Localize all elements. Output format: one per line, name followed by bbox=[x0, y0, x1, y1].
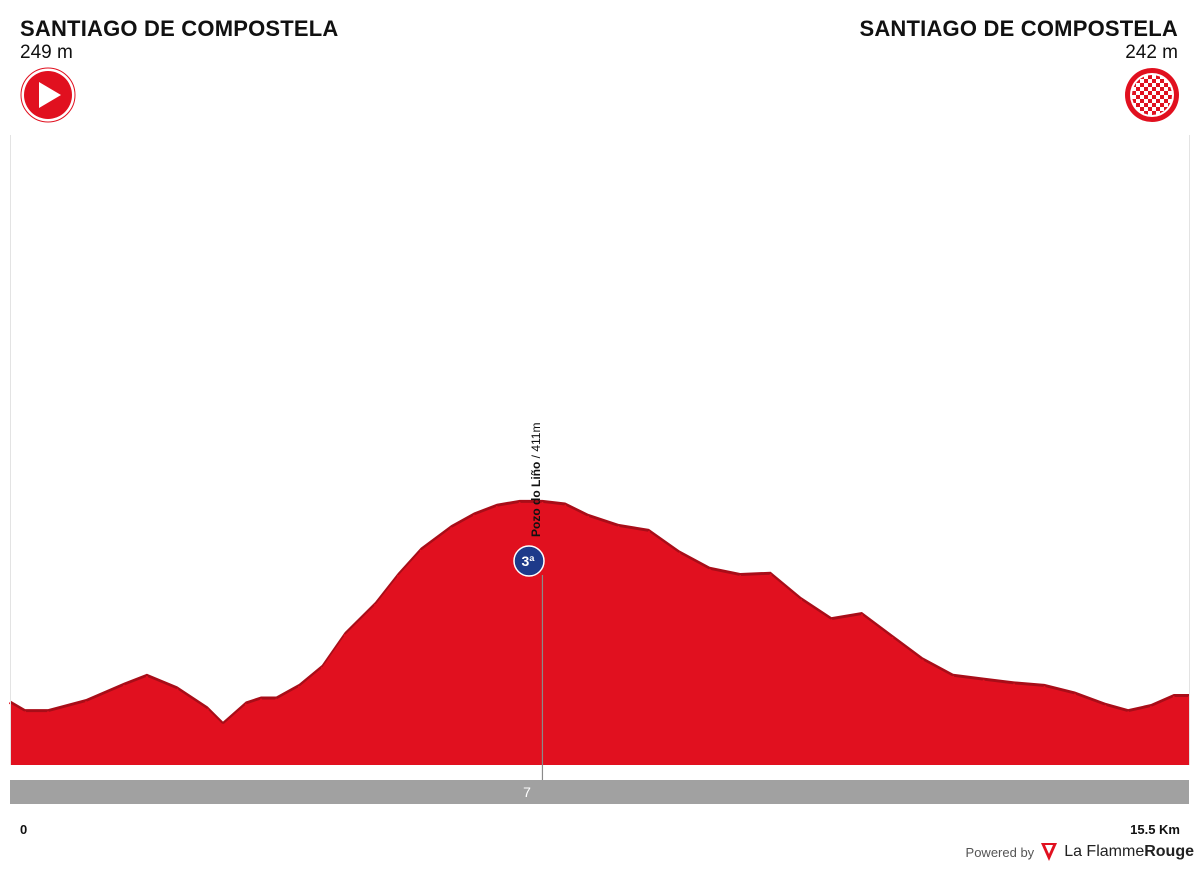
elevation-point-16 bbox=[396, 575, 399, 577]
axis-end-label: 15.5 Km bbox=[1130, 822, 1180, 837]
elevation-point-43 bbox=[1149, 706, 1152, 709]
checkered-finish-flag-icon bbox=[1125, 68, 1179, 122]
elevation-point-31 bbox=[800, 598, 803, 601]
elevation-point-19 bbox=[472, 514, 475, 517]
elevation-point-4 bbox=[123, 684, 126, 687]
elevation-point-42 bbox=[1127, 711, 1130, 714]
climb-label: Pozo do Liño / 411m bbox=[529, 423, 543, 537]
elevation-point-30 bbox=[769, 573, 772, 576]
brand-name: La FlammeRouge bbox=[1064, 843, 1194, 861]
elevation-point-26 bbox=[647, 530, 650, 533]
elevation-point-14 bbox=[343, 634, 346, 637]
elevation-point-5 bbox=[145, 675, 148, 678]
elevation-point-20 bbox=[495, 505, 498, 508]
elevation-point-36 bbox=[952, 675, 955, 678]
elevation-point-23 bbox=[564, 504, 567, 507]
elevation-point-28 bbox=[708, 568, 711, 571]
finish-city: SANTIAGO DE COMPOSTELA bbox=[859, 16, 1178, 41]
start-altitude: 249 m bbox=[20, 42, 73, 63]
elevation-profile-area bbox=[10, 502, 1189, 765]
elevation-point-37 bbox=[982, 679, 985, 682]
axis-bar bbox=[10, 780, 1189, 804]
climb-name: Pozo do Liño bbox=[529, 461, 543, 537]
flame-rouge-logo-icon bbox=[1041, 843, 1058, 861]
category-3-climb-icon: 3ª bbox=[513, 545, 545, 577]
left-frame-line bbox=[10, 135, 11, 765]
elevation-point-2 bbox=[47, 711, 50, 714]
elevation-point-7 bbox=[206, 708, 209, 711]
elevation-point-22 bbox=[541, 501, 544, 504]
elevation-point-32 bbox=[830, 619, 833, 622]
brand-light: La Flamme bbox=[1064, 843, 1145, 860]
elevation-point-33 bbox=[860, 614, 863, 617]
elevation-point-21 bbox=[518, 501, 521, 504]
right-frame-line bbox=[1189, 135, 1190, 765]
elevation-point-24 bbox=[587, 515, 590, 518]
elevation-point-17 bbox=[419, 549, 422, 552]
elevation-point-34 bbox=[891, 636, 894, 639]
elevation-point-29 bbox=[739, 575, 742, 577]
climb-category: 3ª bbox=[522, 553, 536, 569]
elevation-point-6 bbox=[176, 688, 179, 691]
elevation-point-15 bbox=[374, 603, 377, 606]
elevation-point-13 bbox=[320, 666, 323, 669]
elevation-point-11 bbox=[275, 698, 278, 701]
start-city: SANTIAGO DE COMPOSTELA bbox=[20, 16, 339, 41]
elevation-point-25 bbox=[617, 525, 620, 528]
elevation-point-41 bbox=[1104, 704, 1107, 707]
elevation-point-1 bbox=[24, 711, 27, 714]
elevation-point-3 bbox=[85, 701, 88, 703]
powered-by: Powered by La FlammeRouge bbox=[966, 842, 1194, 862]
finish-altitude: 242 m bbox=[1125, 42, 1178, 63]
elevation-point-18 bbox=[450, 527, 453, 530]
start-play-icon bbox=[20, 67, 76, 123]
climb-altitude: / 411m bbox=[529, 422, 543, 462]
elevation-point-9 bbox=[244, 703, 247, 706]
elevation-point-40 bbox=[1073, 693, 1076, 696]
axis-start-label: 0 bbox=[20, 822, 28, 837]
elevation-point-8 bbox=[221, 723, 224, 726]
powered-by-label: Powered by bbox=[965, 844, 1035, 860]
elevation-point-12 bbox=[298, 685, 301, 688]
elevation-point-44 bbox=[1172, 695, 1175, 698]
profile-layer bbox=[9, 499, 1190, 780]
elevation-point-39 bbox=[1043, 685, 1046, 688]
elevation-point-27 bbox=[678, 552, 681, 555]
elevation-point-35 bbox=[921, 659, 924, 662]
elevation-point-10 bbox=[260, 698, 263, 701]
elevation-point-38 bbox=[1013, 683, 1016, 686]
climb-km-marker: 7 bbox=[523, 784, 531, 800]
brand-bold: Rouge bbox=[1144, 843, 1194, 860]
